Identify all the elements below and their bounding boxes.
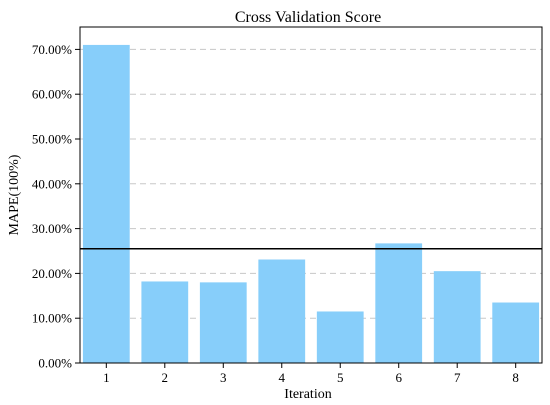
x-tick-label: 4 (279, 370, 286, 385)
x-axis-label: Iteration (284, 387, 331, 402)
x-axis-ticks: 1 2 3 4 5 6 7 8 (103, 363, 519, 385)
y-tick-label: 10.00% (32, 311, 72, 326)
y-tick-label: 40.00% (32, 176, 72, 191)
bar-iteration-2 (141, 281, 189, 363)
y-tick-label: 50.00% (32, 132, 72, 147)
bar-iteration-7 (433, 271, 481, 363)
bar-iteration-6 (375, 243, 423, 363)
y-axis-label: MAPE(100%) (7, 154, 22, 235)
x-tick-label: 7 (454, 370, 461, 385)
bar-iteration-8 (492, 302, 540, 363)
plot-frame (79, 26, 543, 364)
bar-iteration-4 (258, 259, 306, 363)
x-tick-label: 6 (395, 370, 402, 385)
x-tick-label: 5 (337, 370, 344, 385)
x-tick-label: 2 (162, 370, 169, 385)
y-tick-label: 0.00% (38, 356, 72, 371)
bar-iteration-5 (316, 311, 364, 363)
y-tick-label: 70.00% (32, 42, 72, 57)
y-tick-label: 30.00% (32, 221, 72, 236)
x-tick-label: 8 (512, 370, 519, 385)
y-tick-label: 60.00% (32, 87, 72, 102)
bar-iteration-1 (82, 44, 130, 364)
bar-iteration-3 (199, 282, 247, 363)
chart-title: Cross Validation Score (235, 9, 381, 26)
y-axis-ticks: 0.00% 10.00% 20.00% 30.00% 40.00% 50.00% 60.00… (32, 42, 80, 371)
x-tick-label: 3 (220, 370, 227, 385)
x-tick-label: 1 (103, 370, 110, 385)
y-tick-label: 20.00% (32, 266, 72, 281)
bars (82, 44, 540, 364)
